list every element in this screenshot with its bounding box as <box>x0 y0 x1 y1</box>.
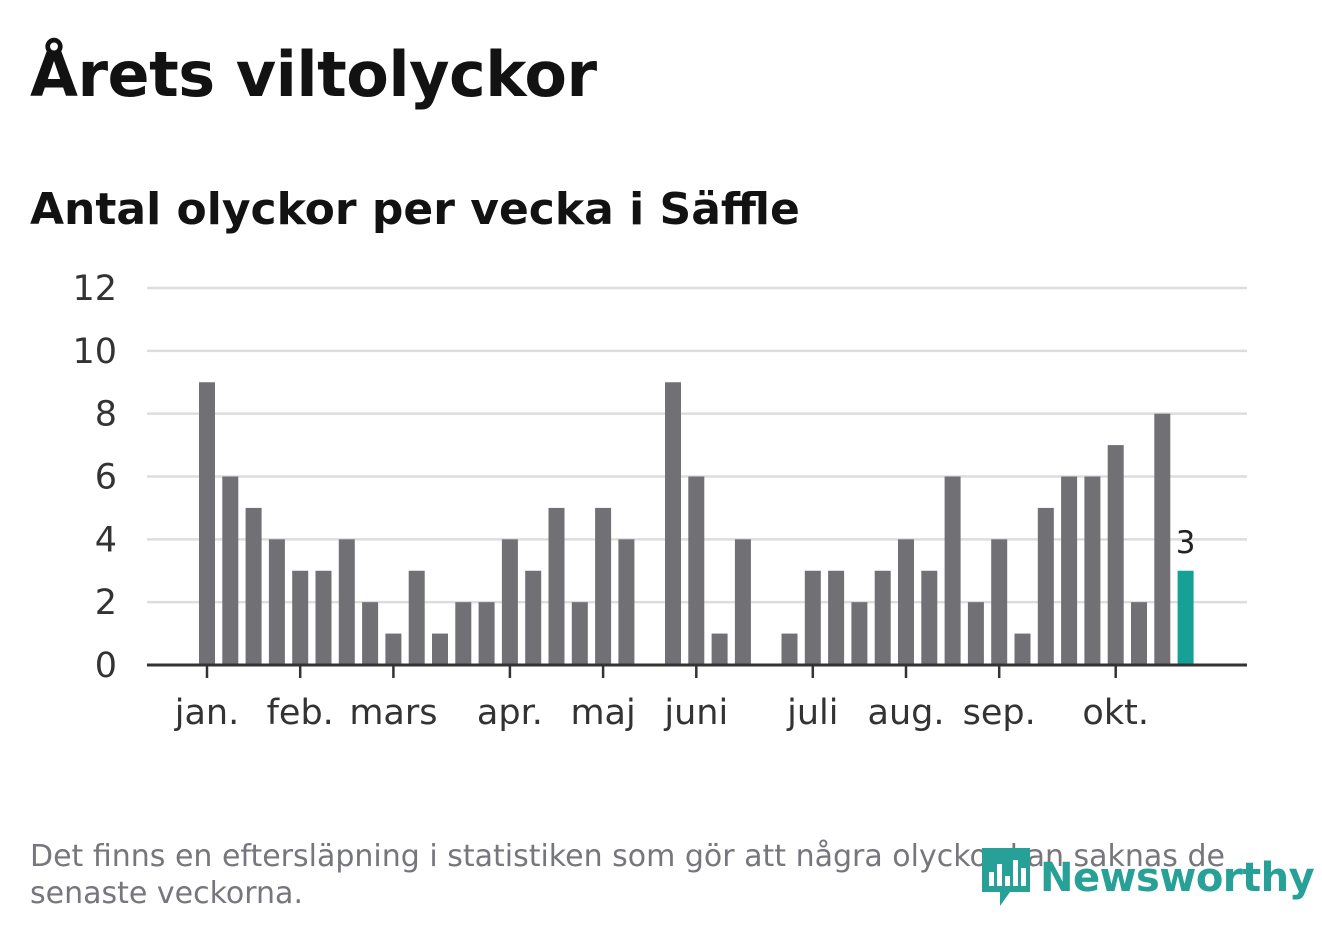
bar <box>455 602 472 665</box>
bar <box>525 570 542 665</box>
bar <box>199 382 215 665</box>
month-label: jan. <box>174 693 239 733</box>
chart-title: Årets viltolyckor <box>30 38 597 111</box>
bar <box>245 507 262 665</box>
bar <box>315 570 332 665</box>
bar <box>898 539 914 665</box>
bar <box>432 633 448 665</box>
bar <box>874 570 891 665</box>
latest-value-label: 3 <box>1176 525 1196 561</box>
newsworthy-bar-chart-icon <box>982 848 1030 906</box>
y-tick-label: 10 <box>72 332 117 372</box>
y-tick-label: 2 <box>95 583 117 623</box>
x-axis: jan. feb. mars apr. maj juni juli aug. sep. okt. <box>147 663 1247 733</box>
y-axis-labels: 0 2 4 6 8 10 12 <box>72 269 117 686</box>
newsworthy-logo[interactable]: Newsworthy <box>980 846 1315 910</box>
bar <box>1154 413 1171 665</box>
month-label: mars <box>349 693 437 733</box>
month-label: juli <box>786 693 838 733</box>
bar <box>1061 476 1078 665</box>
bar <box>292 570 309 665</box>
month-label: feb. <box>267 693 334 733</box>
chart-subtitle: Antal olyckor per vecka i Säffle <box>30 184 800 235</box>
bar <box>921 570 938 665</box>
bar <box>478 602 495 665</box>
month-label: sep. <box>963 693 1036 733</box>
bar-chart: 0 2 4 6 8 10 12 jan. feb. mars apr. maj juni juli aug… <box>72 269 1247 733</box>
bar <box>1084 476 1101 665</box>
bar <box>1107 445 1124 665</box>
bar <box>408 570 425 665</box>
bar <box>385 633 402 665</box>
y-tick-label: 6 <box>95 458 117 498</box>
bar <box>501 539 518 665</box>
bar <box>595 507 612 665</box>
month-label: apr. <box>477 693 543 733</box>
bar <box>222 476 239 665</box>
bar <box>828 570 845 665</box>
month-label: okt. <box>1082 693 1149 733</box>
month-label: aug. <box>868 693 945 733</box>
bar <box>1014 633 1031 665</box>
bar <box>618 539 635 665</box>
bar <box>991 539 1008 665</box>
bar <box>688 476 705 665</box>
bar <box>851 602 868 665</box>
bar <box>268 539 285 665</box>
bar <box>967 602 984 665</box>
bar <box>665 382 681 665</box>
bar <box>362 602 379 665</box>
month-label: juni <box>663 693 728 733</box>
bar <box>711 633 728 665</box>
bar <box>1131 602 1147 665</box>
bar <box>338 539 355 665</box>
y-tick-label: 12 <box>72 269 117 309</box>
bar <box>571 602 588 665</box>
y-tick-label: 8 <box>95 395 117 435</box>
bar <box>781 633 798 665</box>
month-label: maj <box>570 693 635 733</box>
bar <box>548 507 565 665</box>
bar <box>804 570 821 665</box>
bar-latest-week <box>1177 570 1194 665</box>
y-tick-label: 4 <box>95 520 117 560</box>
y-tick-label: 0 <box>95 646 117 686</box>
bar <box>734 539 751 665</box>
bar <box>944 476 961 665</box>
annotations: 3 <box>1176 525 1196 561</box>
bars <box>199 382 1194 665</box>
logo-text: Newsworthy <box>1040 855 1315 901</box>
bar <box>1037 507 1054 665</box>
